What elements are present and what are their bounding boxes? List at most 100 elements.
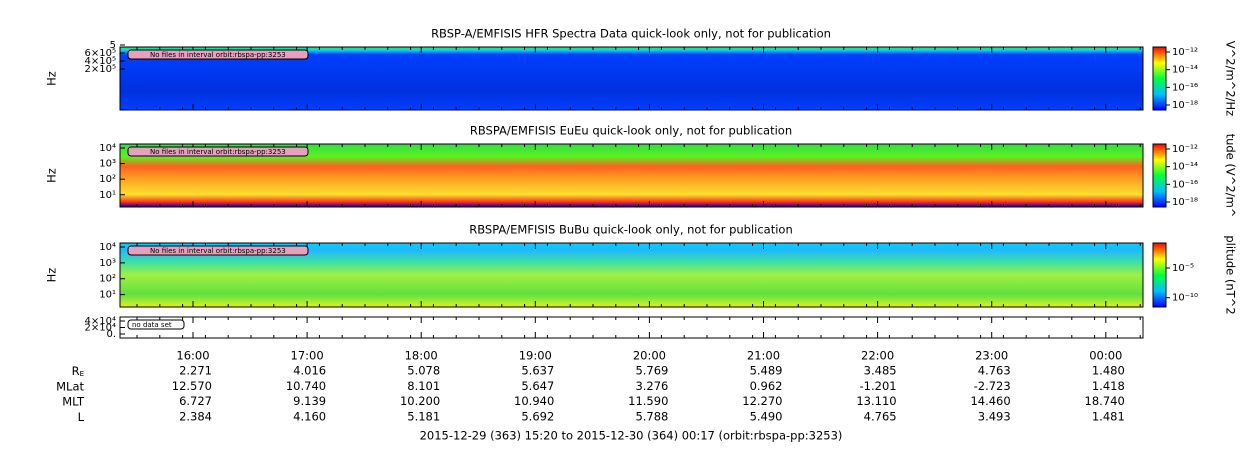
ephemeris-value: 2.384 [179,409,212,423]
ephemeris-value: 10.200 [400,394,440,408]
annotation-box [127,245,309,256]
colorbar-tick-label: 10⁻¹⁸ [1172,197,1198,208]
colorbar-tick-label: 10⁻¹⁶ [1172,82,1198,93]
x-tick-label: 22:00 [861,349,894,363]
colorbar [1152,242,1167,308]
y-tick-label: 10² [99,274,116,285]
ephemeris-value: -2.723 [974,379,1011,393]
ephemeris-value: 10.740 [286,379,326,393]
x-tick-label: 19:00 [519,349,552,363]
annotation-box [127,319,185,330]
y-tick-label: 4×10⁵ [85,56,116,67]
colorbar-tick-label: 10⁻¹⁶ [1172,179,1198,190]
y-tick-label: 10⁴ [99,143,116,154]
annotation: No files in interval orbit:rbspa-pp:3253 [150,247,286,255]
annotation: No files in interval orbit:rbspa-pp:3253 [150,148,286,156]
annotation-box [127,49,309,60]
ephemeris-value: 1.481 [1092,409,1125,423]
y-tick-label: 10¹ [99,290,116,301]
ephemeris-value: 5.637 [521,364,554,378]
panel-title: RBSP-A/EMFISIS HFR Spectra Data quick-lo… [431,27,831,41]
ephemeris-value: 9.139 [293,394,326,408]
ephemeris-label-text: L [78,409,85,423]
ephemeris-value: 4.765 [864,409,897,423]
plot-frame [119,316,1144,339]
colorbar-tick-label: 10⁻¹⁰ [1172,293,1198,304]
ephemeris-value: 3.485 [864,364,897,378]
y-tick-label: 10³ [99,258,116,269]
ephemeris-value: 4.160 [293,409,326,423]
ephemeris-value: 12.570 [172,379,212,393]
y-label: Hz [45,268,59,283]
ephemeris-value: 12.270 [742,394,782,408]
annotation: no data set [132,321,172,329]
ephemeris-value: 10.940 [514,394,554,408]
x-tick-label: 00:00 [1089,349,1122,363]
annotation-box [127,146,309,157]
y-label: Hz [45,71,59,86]
colorbar-label: tude (V^2/m^ [1224,134,1238,218]
ephemeris-value: 13.110 [856,394,896,408]
y-tick-label: 2×10⁴ [85,323,116,334]
colorbar [1152,46,1167,111]
x-tick-label: 18:00 [405,349,438,363]
y-tick-label: 6×10⁵ [85,48,116,59]
ephemeris-label-text: MLat [56,379,84,393]
footer: 2015-12-29 (363) 15:20 to 2015-12-30 (36… [420,429,843,443]
plot-frame [119,242,1144,308]
y-label: Hz [45,168,59,183]
ephemeris-label-text: R [72,364,80,378]
ephemeris-value: 1.480 [1092,364,1125,378]
colorbar-tick-label: 10⁻¹⁸ [1172,100,1198,111]
ephemeris-value: 5.769 [635,364,668,378]
colorbar-tick-label: 10⁻¹² [1172,144,1198,155]
colorbar-tick-label: 10⁻¹⁴ [1172,162,1198,173]
ephemeris-value: 3.493 [978,409,1011,423]
ephemeris-value: 6.727 [179,394,212,408]
ephemeris-value: 4.763 [978,364,1011,378]
ephemeris-value: 1.418 [1092,379,1125,393]
ephemeris-label: RE [72,364,84,379]
colorbar-tick-label: 10⁻¹⁴ [1172,65,1198,76]
colorbar [1152,143,1167,208]
y-tick-label: 10¹ [99,190,116,201]
ephemeris-value: 5.078 [407,364,440,378]
ephemeris-value: 8.101 [407,379,440,393]
panel-title: RBSPA/EMFISIS BuBu quick-look only, not … [469,223,793,237]
ephemeris-value: 18.740 [1085,394,1125,408]
ephemeris-label-subscript: E [80,370,84,378]
colorbar-label: plitude (nT^2 [1224,235,1238,314]
x-tick-label: 23:00 [975,349,1008,363]
ephemeris-value: 11.590 [628,394,668,408]
annotation: No files in interval orbit:rbspa-pp:3253 [150,51,286,59]
y-tick-label: 4×10⁴ [85,316,116,327]
ephemeris-value: 5.692 [521,409,554,423]
ephemeris-value: 5.490 [750,409,783,423]
ephemeris-value: 5.788 [635,409,668,423]
x-tick-label: 21:00 [747,349,780,363]
y-tick-label: 10³ [99,159,116,170]
y-tick-label: 2×10⁵ [85,64,116,75]
x-tick-label: 17:00 [291,349,324,363]
y-tick-label: 5 [110,40,116,51]
colorbar-tick-label: 10⁻¹² [1172,47,1198,58]
x-tick-label: 20:00 [633,349,666,363]
ephemeris-label: L [78,409,85,423]
colorbar-label: V^2/m^2/Hz [1224,41,1238,116]
y-tick-label: 0. [106,329,116,340]
ephemeris-value: 14.460 [970,394,1010,408]
plot-frame [119,143,1144,208]
colorbar-tick-label: 10⁻⁵ [1172,263,1194,274]
ephemeris-value: -1.201 [860,379,897,393]
y-tick-label: 10⁴ [99,242,116,253]
ephemeris-value: 2.271 [179,364,212,378]
x-tick-label: 16:00 [176,349,209,363]
ephemeris-value: 5.181 [407,409,440,423]
ephemeris-label: MLat [56,379,84,393]
panel-title: RBSPA/EMFISIS EuEu quick-look only, not … [470,124,792,138]
ephemeris-value: 4.016 [293,364,326,378]
y-tick-label: 10² [99,174,116,185]
ephemeris-value: 5.647 [521,379,554,393]
plot-frame [119,46,1144,111]
